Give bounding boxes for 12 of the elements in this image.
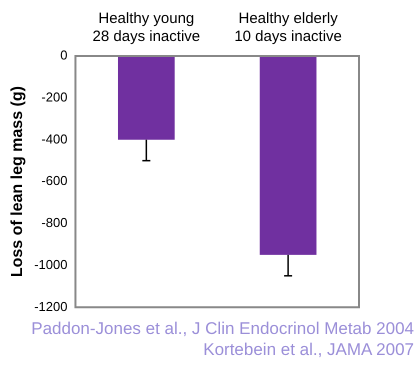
x-tick-label: Healthy elderly 10 days inactive	[234, 10, 342, 46]
y-tick-label: -600	[41, 173, 68, 188]
y-tick-label: -800	[41, 215, 68, 230]
y-tick-label: -200	[41, 89, 68, 104]
y-tick-label: -1200	[34, 298, 68, 314]
y-axis-title: Loss of lean leg mass (g)	[9, 86, 26, 278]
text: Paddon-Jones et al., J Clin Endocrinol Metab 2004	[30, 318, 414, 339]
text: Kortebein et al., JAMA 2007	[202, 339, 414, 360]
y-tick-label: -1000	[34, 256, 68, 272]
y-tick-label: 0	[60, 48, 68, 63]
x-tick-label: Healthy young 28 days inactive	[92, 10, 200, 46]
y-tick-label: -400	[41, 131, 68, 146]
